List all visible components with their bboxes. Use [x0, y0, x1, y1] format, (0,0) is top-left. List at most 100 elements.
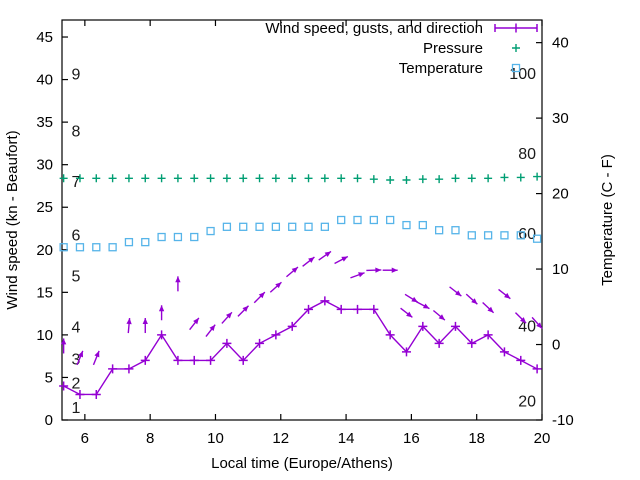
pressure-marker	[304, 174, 313, 183]
gust-arrow	[253, 291, 266, 304]
temperature-marker	[239, 222, 248, 231]
gust-arrow	[318, 250, 332, 261]
y2-tick-label: 30	[552, 110, 569, 127]
chart-legend: Wind speed, gusts, and direction Pressure…	[265, 20, 538, 77]
gust-arrow	[382, 267, 398, 273]
gust-arrow	[60, 338, 67, 354]
gust-arrow	[189, 317, 200, 331]
temperature-marker	[320, 222, 330, 231]
temperature-marker	[467, 231, 476, 240]
pressure-marker	[59, 174, 68, 183]
pressure-marker	[353, 174, 362, 183]
wind-speed-marker	[516, 355, 526, 365]
temperature-marker	[255, 222, 264, 231]
temperature-marker	[157, 232, 166, 242]
temperature-marker	[386, 215, 395, 225]
gust-arrow-head	[158, 305, 165, 312]
gust-arrow	[531, 316, 543, 330]
plot-frame	[61, 19, 543, 421]
wind-speed-marker	[467, 338, 477, 348]
pressure-marker	[500, 173, 509, 182]
temperature-marker	[353, 215, 362, 225]
pressure-marker	[386, 176, 395, 184]
gust-arrow-head	[438, 314, 445, 321]
temperature-marker	[173, 232, 183, 242]
pressure-marker	[288, 174, 297, 183]
y2-tick-label: 10	[552, 261, 569, 278]
temperature-marker	[418, 220, 427, 230]
wind-speed-marker	[401, 347, 411, 357]
gust-arrow-head	[60, 338, 67, 345]
beaufort-label: 1	[72, 400, 81, 417]
wind-speed-marker	[369, 304, 379, 314]
gust-arrow	[449, 286, 462, 297]
gust-arrow	[366, 267, 382, 273]
y-tick-label: 35	[36, 114, 53, 131]
gust-arrow-head	[258, 292, 265, 299]
y-tick-label: 15	[36, 284, 53, 301]
temperature-marker	[402, 220, 411, 230]
x-tick-label: 18	[468, 430, 485, 447]
legend-label-0: Wind speed, gusts, and direction	[265, 20, 483, 37]
gust-arrow-head	[275, 282, 282, 289]
y-tick-label: 5	[45, 369, 53, 386]
pressure-marker	[271, 174, 280, 183]
gust-arrow	[432, 309, 446, 321]
pressure-marker	[222, 174, 231, 183]
pressure-marker	[337, 174, 346, 183]
temperature-marker	[369, 215, 378, 225]
beaufort-label: 6	[72, 227, 81, 244]
beaufort-label: 3	[72, 352, 81, 369]
fahrenheit-label: 40	[518, 319, 536, 336]
gust-arrow-head	[358, 272, 365, 278]
wind-speed-marker	[450, 321, 460, 331]
gust-arrow-head	[455, 290, 462, 297]
gust-arrow-head	[142, 318, 148, 324]
gust-arrow	[404, 293, 419, 303]
temperature-marker	[108, 243, 117, 252]
pressure-marker	[369, 175, 378, 184]
y-tick-label: 30	[36, 157, 53, 174]
temperature-marker	[190, 232, 199, 242]
temperature-marker	[434, 226, 444, 235]
pressure-marker	[255, 174, 264, 183]
wind-speed-marker	[189, 355, 199, 365]
y-tick-label: 20	[36, 242, 53, 259]
temperature-marker	[271, 222, 281, 231]
wind-speed-marker	[222, 338, 232, 348]
gust-arrow-head	[291, 267, 298, 273]
wind-speed-marker	[336, 304, 346, 314]
pressure-marker	[173, 174, 182, 183]
gust-arrow-head	[94, 350, 100, 358]
wind-speed-marker	[91, 389, 101, 399]
gust-arrow	[269, 281, 282, 293]
plot-border	[61, 19, 543, 421]
beaufort-label: 4	[72, 319, 81, 336]
wind-speed-marker	[157, 330, 167, 340]
gust-arrow-head	[422, 303, 430, 309]
legend-sample-marker	[512, 44, 520, 52]
gust-arrow	[302, 256, 315, 267]
pressure-marker	[239, 174, 248, 183]
y-axis-ticks: 0 5 10 15 20 25 30 35 40 45	[36, 29, 68, 429]
temperature-marker	[92, 243, 101, 252]
y-tick-label: 40	[36, 72, 53, 89]
wind-speed-marker	[483, 330, 493, 340]
pressure-marker	[206, 174, 215, 183]
wind-speed-marker	[238, 355, 248, 365]
fahrenheit-label: 80	[518, 146, 536, 163]
temperature-marker	[532, 234, 542, 243]
wind-speed-marker	[140, 355, 150, 365]
gust-arrow-head	[126, 318, 132, 325]
gust-arrow-head	[411, 296, 418, 303]
wind-speed-marker	[108, 364, 118, 374]
wind-speed-marker	[124, 364, 134, 374]
temperature-marker	[516, 231, 525, 240]
gust-arrow-head	[520, 317, 527, 324]
gust-arrow	[76, 350, 84, 366]
wind-speed-marker	[271, 330, 281, 340]
wind-speed-line	[63, 300, 538, 396]
fahrenheit-label: 20	[518, 393, 536, 410]
